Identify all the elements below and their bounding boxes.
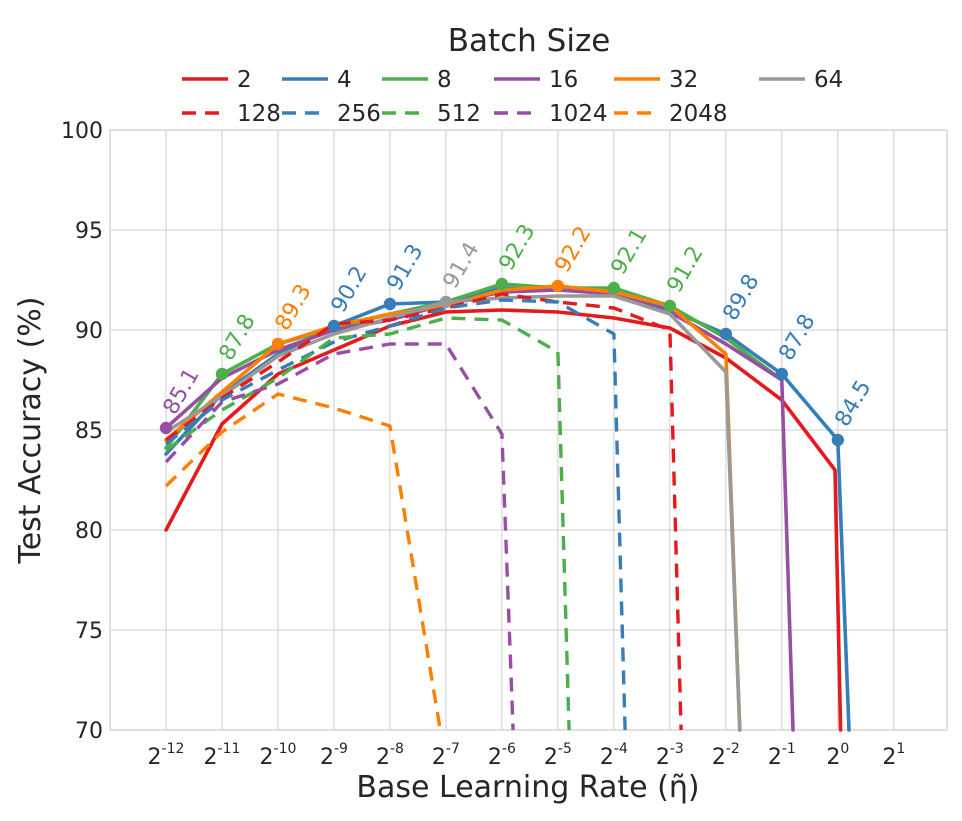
grid — [110, 129, 947, 731]
x-tick-base: 2 — [488, 745, 502, 770]
series-line-2048 — [164, 392, 442, 731]
legend-label-16: 16 — [549, 67, 578, 93]
legend: 2 4 8 16 32 64 128 256 512 1024 2048 — [182, 67, 843, 127]
x-tick-label: 21 — [882, 741, 905, 770]
x-tick-base: 2 — [544, 745, 558, 770]
legend-label-2048: 2048 — [669, 101, 728, 127]
x-axis-label-text: Base Learning Rate ( — [356, 770, 668, 805]
x-tick-exponent: 1 — [896, 741, 905, 757]
x-axis-label-close: ) — [688, 770, 700, 805]
series-line-1024 — [164, 342, 515, 731]
x-tick-base: 2 — [320, 745, 334, 770]
x-tick-base: 2 — [260, 745, 274, 770]
x-tick-base: 2 — [432, 745, 446, 770]
x-tick-label: 20 — [826, 741, 849, 770]
x-tick-exponent: -4 — [614, 741, 628, 757]
x-tick-label: 2-8 — [376, 741, 404, 770]
x-tick-label: 2-9 — [320, 741, 348, 770]
best-point-marker — [831, 433, 845, 447]
x-tick-exponent: -1 — [782, 741, 796, 757]
x-tick-base: 2 — [656, 745, 670, 770]
y-tick-label: 85 — [75, 419, 103, 444]
x-tick-label: 2-2 — [712, 741, 740, 770]
best-point-marker — [663, 299, 677, 313]
legend-label-256: 256 — [337, 101, 381, 127]
series-line-512 — [165, 316, 571, 731]
x-tick-label: 2-10 — [260, 741, 297, 770]
x-tick-base: 2 — [768, 745, 782, 770]
best-point-marker — [159, 421, 173, 435]
x-tick-exponent: -10 — [274, 741, 297, 757]
legend-label-512: 512 — [437, 101, 481, 127]
x-tick-label: 2-3 — [656, 741, 684, 770]
best-point-marker — [719, 327, 733, 341]
series-layer — [164, 282, 851, 732]
x-tick-exponent: -8 — [390, 741, 404, 757]
x-tick-exponent: -3 — [670, 741, 684, 757]
x-tick-base: 2 — [826, 745, 840, 770]
series-line-256 — [164, 298, 627, 731]
best-point-marker — [327, 319, 341, 333]
x-tick-exponent: -2 — [726, 741, 740, 757]
x-tick-exponent: -6 — [502, 741, 516, 757]
x-tick-label: 2-11 — [204, 741, 241, 770]
x-tick-label: 2-1 — [768, 741, 796, 770]
x-tick-base: 2 — [376, 745, 390, 770]
plot-frame — [109, 129, 948, 731]
legend-title: Batch Size — [448, 23, 611, 59]
x-tick-base: 2 — [148, 745, 162, 770]
x-tick-exponent: -7 — [446, 741, 460, 757]
x-tick-label: 2-5 — [544, 741, 572, 770]
series-line-8 — [164, 282, 784, 450]
best-point-marker — [775, 367, 789, 381]
legend-label-128: 128 — [237, 101, 281, 127]
y-tick-label: 70 — [75, 719, 103, 744]
x-tick-exponent: -9 — [334, 741, 348, 757]
x-tick-base: 2 — [600, 745, 614, 770]
x-tick-labels: 2-12 2-11 2-10 2-9 2-8 2-7 2-6 2-5 2-4 2-3 2-2 2-1 2… — [148, 741, 906, 770]
y-axis-label: Test Accuracy (%) — [13, 296, 48, 564]
best-point-marker — [439, 295, 453, 309]
x-tick-exponent: 0 — [840, 741, 849, 757]
x-tick-label: 2-12 — [148, 741, 185, 770]
legend-label-8: 8 — [437, 67, 452, 93]
series-line-128 — [164, 292, 683, 731]
x-axis-label: Base Learning Rate (η̃) — [356, 770, 699, 805]
y-tick-labels: 70 75 80 85 90 95 100 — [61, 119, 103, 744]
legend-label-2: 2 — [237, 67, 252, 93]
best-point-marker — [215, 367, 229, 381]
y-tick-label: 95 — [75, 219, 103, 244]
best-point-marker — [383, 297, 397, 311]
y-tick-label: 90 — [75, 319, 103, 344]
legend-label-64: 64 — [814, 67, 843, 93]
y-tick-label: 80 — [75, 519, 103, 544]
x-tick-exponent: -12 — [162, 741, 185, 757]
best-point-marker — [495, 277, 509, 291]
series-line-32 — [164, 284, 742, 732]
x-axis-label-symbol: η̃ — [669, 770, 688, 805]
x-tick-label: 2-7 — [432, 741, 460, 770]
marker-layer — [159, 277, 845, 447]
legend-label-1024: 1024 — [549, 101, 608, 127]
x-tick-label: 2-6 — [488, 741, 516, 770]
y-tick-label: 75 — [75, 619, 103, 644]
legend-label-32: 32 — [669, 67, 698, 93]
x-tick-base: 2 — [882, 745, 896, 770]
x-tick-label: 2-4 — [600, 741, 628, 770]
x-tick-base: 2 — [712, 745, 726, 770]
legend-label-4: 4 — [337, 67, 352, 93]
x-tick-exponent: -11 — [218, 741, 241, 757]
y-tick-label: 100 — [61, 119, 103, 144]
x-tick-exponent: -5 — [558, 741, 572, 757]
best-point-marker — [271, 337, 285, 351]
best-point-marker — [551, 279, 565, 293]
x-tick-base: 2 — [204, 745, 218, 770]
best-point-marker — [607, 281, 621, 295]
